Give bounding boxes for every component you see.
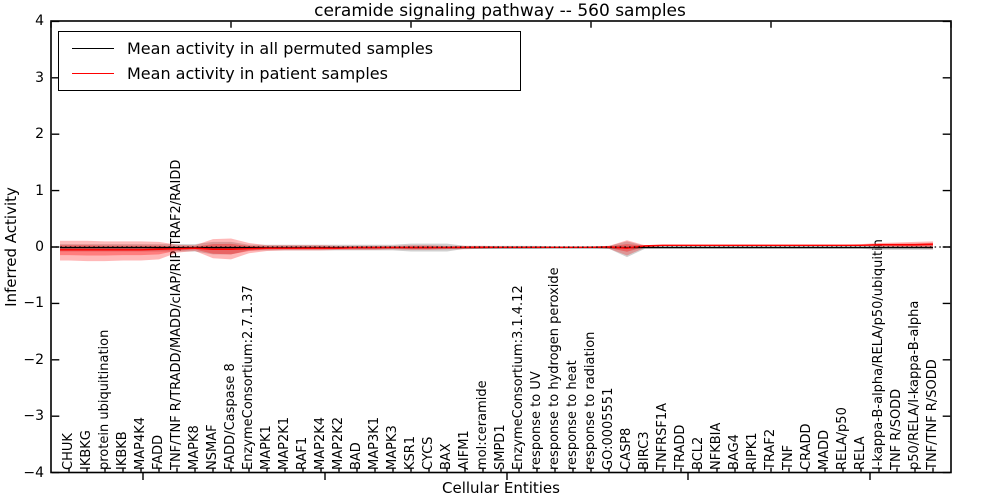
- x-tick-label: AIFM1: [457, 430, 472, 470]
- x-tick-label: RIPK1: [745, 432, 760, 470]
- y-tick-label: −3: [23, 408, 44, 425]
- x-tick-label: CRADD: [799, 423, 814, 471]
- x-tick-label: MAP2K4: [313, 416, 328, 470]
- x-tick-label: response to hydrogen peroxide: [547, 267, 562, 470]
- patient-band-inner: [60, 242, 933, 256]
- x-tick-label: TNF/TNF R/TRADD/MADD/cIAP/RIP/TRAF2/RAID…: [169, 159, 184, 470]
- x-tick-label: BIRC3: [637, 431, 652, 471]
- patient-line-swatch: [72, 73, 114, 75]
- x-tick-label: TNF R/SODD: [889, 388, 904, 470]
- x-tick-label: MAP2K2: [331, 416, 346, 470]
- x-tick-label: MAP3K1: [367, 416, 382, 470]
- x-tick-label: MAP2K1: [277, 416, 292, 470]
- y-tick-label: −2: [23, 351, 44, 368]
- x-tick-label: RELA: [853, 436, 868, 470]
- y-tick-label: 0: [35, 239, 44, 255]
- x-tick-label: EnzymeConsortium:2.7.1.37: [241, 285, 256, 470]
- x-tick-label: p50/RELA/I-kappa-B-alpha: [907, 300, 922, 470]
- x-tick-label: EnzymeConsortium:3.1.4.12: [511, 285, 526, 470]
- x-tick-label: GO:0005551: [601, 387, 616, 470]
- x-tick-label: TNF/TNF R/SODD: [925, 359, 940, 470]
- permuted-band: [60, 241, 933, 258]
- x-tick-label: MAPK3: [385, 425, 400, 470]
- x-tick-label: MADD: [817, 429, 832, 470]
- chart-title: ceramide signaling pathway -- 560 sample…: [314, 1, 686, 21]
- legend-label-patient: Mean activity in patient samples: [127, 64, 388, 84]
- y-tick-label: 4: [35, 13, 44, 30]
- x-tick-label: BCL2: [691, 436, 706, 470]
- x-tick-label: CYCS: [421, 436, 436, 470]
- x-tick-label: TNFRSF1A: [655, 402, 670, 470]
- x-tick-label: RELA/p50: [835, 407, 850, 470]
- legend-entry-patient: Mean activity in patient samples: [72, 64, 520, 83]
- x-tick-label: IKBKB: [115, 431, 130, 470]
- x-tick-label: TNF: [781, 444, 796, 470]
- y-tick-label: 1: [35, 182, 44, 199]
- x-tick-label: TRADD: [673, 424, 688, 470]
- x-tick-label: IKBKG: [79, 430, 94, 470]
- x-tick-label: RAF1: [295, 436, 310, 470]
- x-tick-label: FADD: [151, 434, 166, 470]
- x-tick-label: BAX: [439, 443, 454, 470]
- x-tick-label: CASP8: [619, 427, 634, 470]
- x-tick-label: protein ubiquitination: [97, 329, 112, 470]
- x-tick-label: SMPD1: [493, 424, 508, 470]
- x-tick-label: mol:ceramide: [475, 380, 490, 470]
- legend-entry-permuted: Mean activity in all permuted samples: [72, 39, 520, 58]
- x-tick-label: CHUK: [61, 433, 76, 470]
- y-tick-label: −4: [23, 464, 44, 481]
- x-tick-label: response to UV: [529, 371, 544, 470]
- x-tick-label: response to radiation: [583, 331, 598, 470]
- x-tick-label: BAG4: [727, 434, 742, 470]
- permuted-line-swatch: [72, 47, 114, 49]
- x-tick-label: TRAF2: [763, 428, 778, 470]
- x-tick-label: BAD: [349, 442, 364, 470]
- patient-mean-line: [60, 243, 934, 251]
- x-axis-label: Cellular Entities: [442, 479, 560, 497]
- y-tick-label: 2: [35, 126, 44, 143]
- legend: Mean activity in all permuted samples Me…: [58, 31, 521, 91]
- x-tick-label: MAPK8: [187, 425, 202, 470]
- x-tick-label: I-kappa-B-alpha/RELA/p50/ubiquitin: [871, 239, 886, 470]
- x-tick-label: KSR1: [403, 435, 418, 470]
- y-tick-label: 3: [35, 69, 44, 86]
- x-tick-label: MAP4K4: [133, 416, 148, 470]
- x-tick-label: FADD/Caspase 8: [223, 363, 238, 470]
- x-tick-label: response to heat: [565, 360, 580, 470]
- x-tick-label: NSMAF: [205, 424, 220, 470]
- x-tick-label: NFKBIA: [709, 422, 724, 470]
- legend-label-permuted: Mean activity in all permuted samples: [127, 38, 434, 58]
- y-tick-label: −1: [23, 295, 44, 312]
- x-tick-label: MAPK1: [259, 425, 274, 470]
- patient-band-outer: [60, 238, 933, 262]
